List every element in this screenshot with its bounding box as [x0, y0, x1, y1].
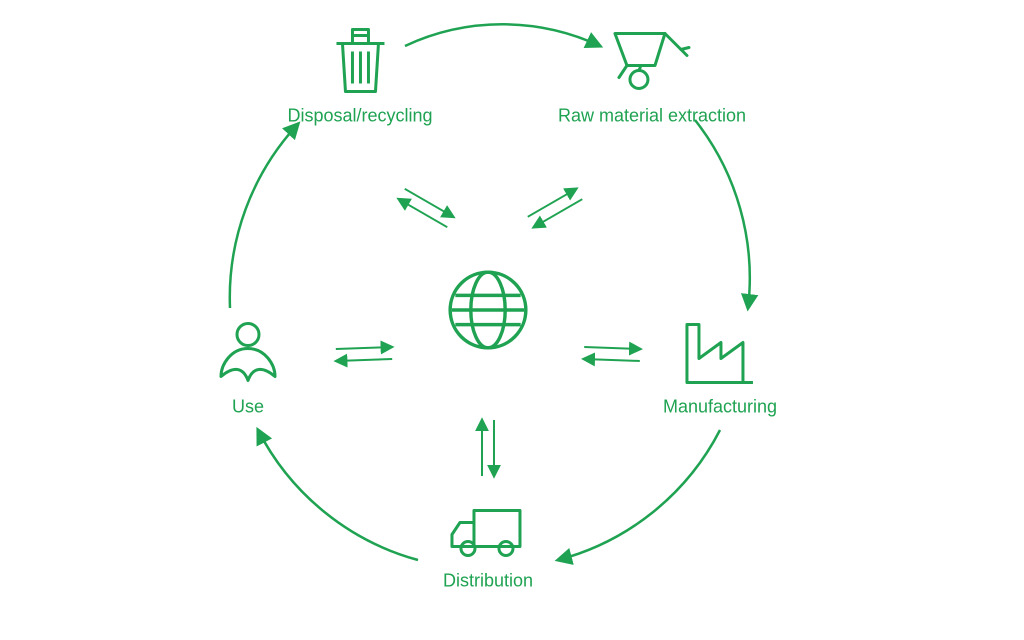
spoke-disposal [399, 189, 453, 227]
trash-icon [328, 26, 392, 98]
label-disposal: Disposal/recycling [287, 106, 432, 127]
spoke-use [336, 347, 392, 361]
center-node [445, 267, 531, 353]
arc-use-to-disposal [230, 124, 298, 308]
node-raw-material: Raw material extraction [558, 26, 746, 127]
arc-distribution-to-use [258, 430, 418, 560]
node-disposal: Disposal/recycling [287, 26, 432, 127]
node-distribution: Distribution [443, 501, 533, 592]
spoke-raw [528, 189, 582, 227]
lifecycle-diagram: Disposal/recycling Raw material extracti… [0, 0, 1024, 640]
label-raw-material: Raw material extraction [558, 106, 746, 127]
truck-icon [446, 501, 530, 563]
factory-icon [681, 319, 759, 389]
arc-raw-to-manufacturing [695, 120, 750, 308]
label-manufacturing: Manufacturing [663, 397, 777, 418]
label-distribution: Distribution [443, 571, 533, 592]
label-use: Use [232, 397, 264, 418]
node-manufacturing: Manufacturing [663, 319, 777, 418]
person-icon [217, 319, 279, 389]
wheelbarrow-icon [609, 26, 695, 98]
spoke-manufacturing [584, 347, 640, 361]
globe-icon [445, 267, 531, 353]
node-use: Use [217, 319, 279, 418]
arc-manufacturing-to-distribution [558, 430, 720, 560]
spoke-distribution [482, 420, 494, 476]
